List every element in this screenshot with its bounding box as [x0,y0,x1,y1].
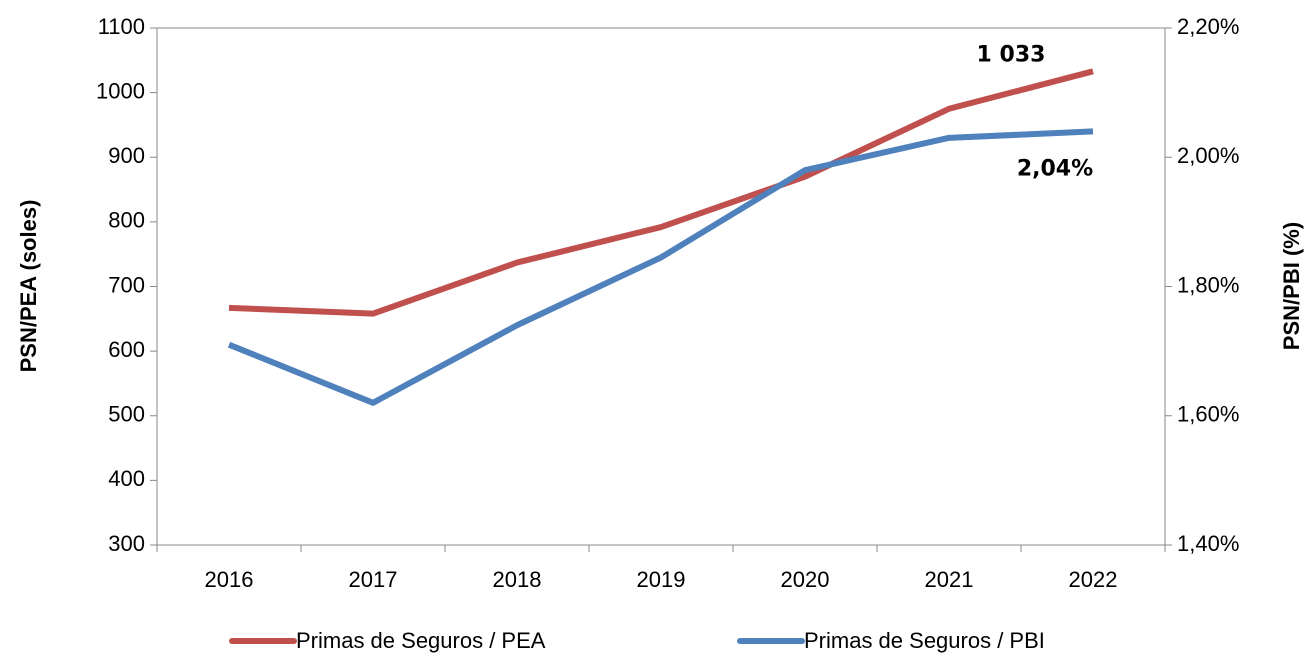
data-label: 1 033 [977,42,1046,67]
x-tick-label: 2022 [1069,567,1118,592]
y2-tick-label: 2,00% [1177,143,1239,168]
y-tick-label: 1000 [96,78,145,103]
y2-tick-label: 1,40% [1177,531,1239,556]
y-tick-label: 300 [108,531,145,556]
x-tick-label: 2019 [637,567,686,592]
y2-tick-label: 1,80% [1177,272,1239,297]
y-tick-label: 700 [108,272,145,297]
y-tick-label: 400 [108,466,145,491]
y-axis-title: PSN/PEA (soles) [16,200,41,373]
y2-tick-label: 1,60% [1177,402,1239,427]
x-tick-label: 2020 [781,567,830,592]
x-tick-label: 2017 [349,567,398,592]
y-tick-label: 600 [108,337,145,362]
series-line [227,128,1094,406]
series-line [228,68,1094,317]
x-tick-label: 2016 [205,567,254,592]
data-label: 2,04% [1017,156,1093,181]
y-tick-label: 900 [108,143,145,168]
x-tick-label: 2021 [925,567,974,592]
y-tick-label: 1100 [98,14,145,39]
y-tick-label: 500 [108,402,145,427]
legend-label: Primas de Seguros / PBI [804,628,1045,653]
plot-frame [156,27,1166,546]
legend-label: Primas de Seguros / PEA [296,628,546,653]
y-tick-label: 800 [108,208,145,233]
y2-axis-title: PSN/PBI (%) [1279,222,1304,350]
x-tick-label: 2018 [493,567,542,592]
y2-tick-label: 2,20% [1177,14,1239,39]
